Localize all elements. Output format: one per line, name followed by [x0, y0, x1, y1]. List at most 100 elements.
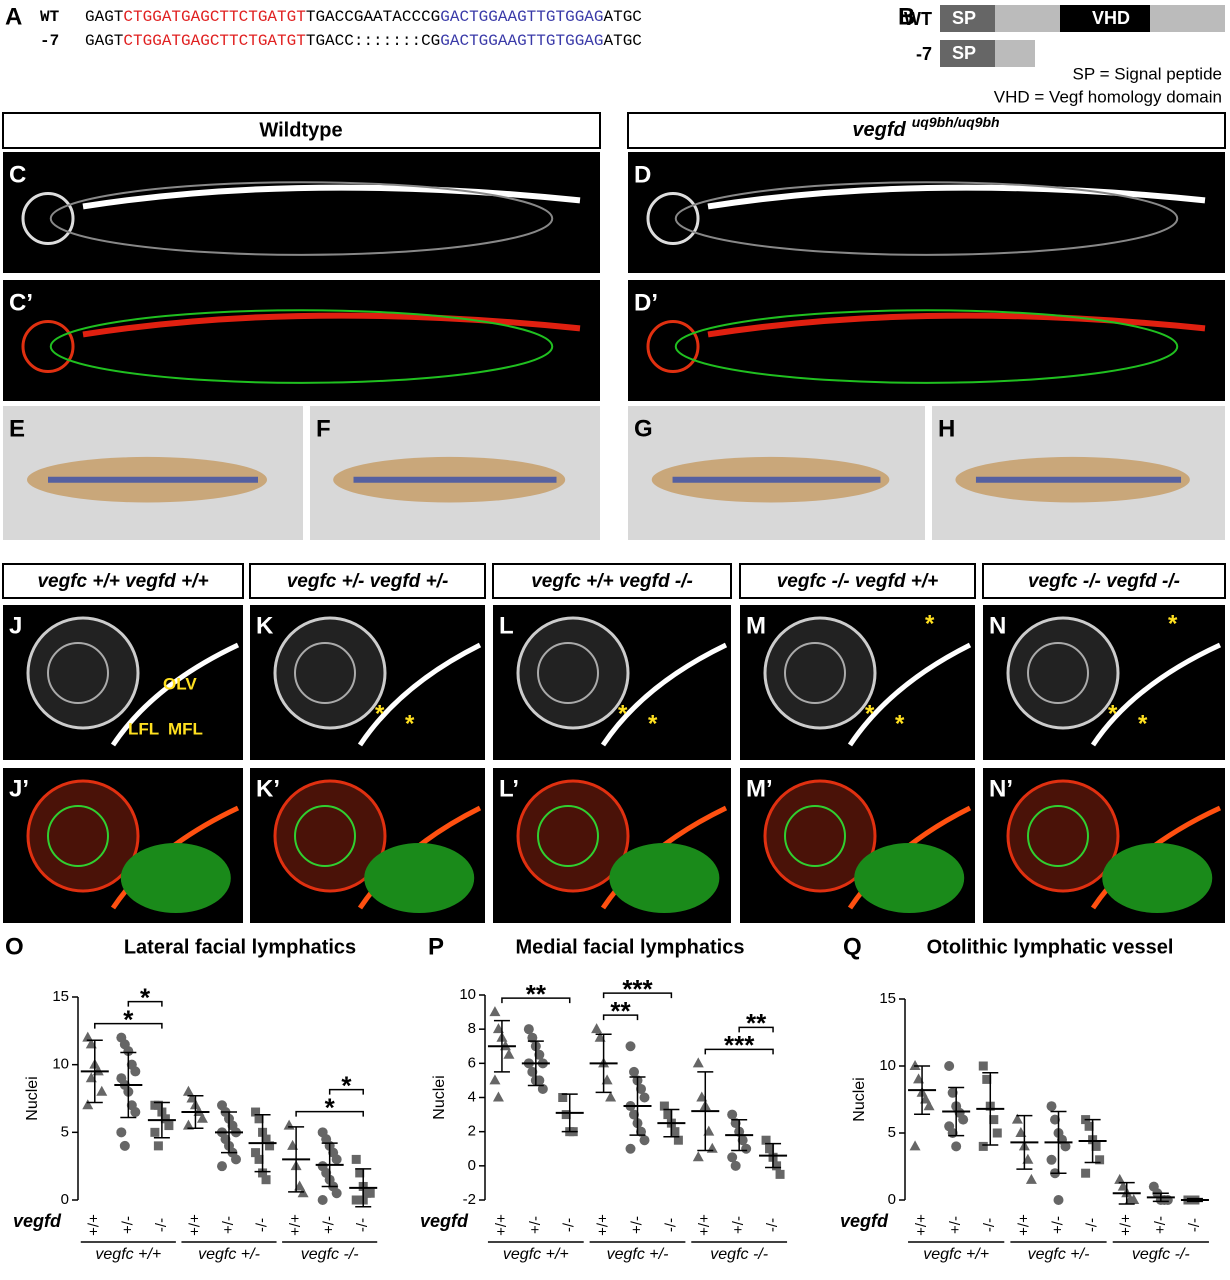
cells	[1102, 843, 1213, 913]
x-tick-label: -/-	[153, 1218, 170, 1232]
body	[674, 309, 1179, 384]
significance-bracket	[704, 1048, 774, 1055]
point	[909, 1140, 921, 1151]
cells	[609, 843, 720, 913]
point	[317, 1195, 328, 1205]
point	[119, 1140, 130, 1151]
point	[765, 1144, 775, 1154]
significance-label: *	[325, 1092, 336, 1122]
error-bar	[493, 1019, 510, 1073]
body	[49, 309, 554, 384]
gene-name: vegfd	[852, 119, 906, 141]
body	[674, 181, 1179, 256]
point	[958, 1114, 969, 1125]
x-tick-label: -/-	[981, 1218, 998, 1232]
point	[1046, 1154, 1057, 1165]
vessels	[82, 312, 581, 338]
point	[1053, 1195, 1064, 1205]
significance-label: *	[123, 1004, 134, 1034]
point	[261, 1134, 271, 1144]
header: vegfc -/- vegfd -/-	[1028, 571, 1180, 592]
annotation: *	[925, 610, 935, 637]
sequence: GAGTCTGGATGAGCTTCTGATGTTGACC:::::::CGGAC…	[85, 32, 642, 50]
point	[1060, 1141, 1071, 1152]
header: vegfc +/- vegfd +/-	[287, 571, 449, 592]
significance-bracket	[328, 1088, 364, 1095]
row-name: WT	[904, 9, 932, 29]
y-axis-label: Nuclei	[431, 1075, 448, 1119]
x-tick-label: -/-	[662, 1218, 679, 1232]
image	[628, 152, 1225, 273]
point	[692, 1057, 704, 1068]
annotation: *	[1108, 700, 1118, 727]
x-tick-label: -/-	[764, 1218, 781, 1232]
point	[625, 1041, 636, 1052]
significance-bracket	[501, 997, 571, 1004]
group-label: vegfc -/-	[1132, 1246, 1190, 1263]
panel-label: C	[9, 161, 26, 188]
panel-label: J’	[9, 775, 29, 802]
point	[1128, 1194, 1140, 1204]
x-tick-label: +/-	[321, 1216, 338, 1234]
point	[153, 1100, 163, 1110]
eye	[516, 779, 630, 893]
x-tick-label: +/-	[1152, 1216, 1169, 1234]
point	[331, 1188, 342, 1199]
x-tick-label: +/-	[527, 1216, 544, 1234]
header-box	[2, 563, 244, 599]
eye	[273, 779, 387, 893]
point	[1025, 1173, 1037, 1184]
header: vegfc +/+ vegfd +/+	[37, 571, 208, 592]
point	[947, 1087, 958, 1098]
point	[923, 1100, 935, 1111]
x-tick-label: +/+	[493, 1214, 510, 1236]
error-bar	[948, 1086, 965, 1137]
domain	[940, 40, 995, 67]
sequence-segment: CTGGATGAGCTTCTGATGT	[123, 32, 305, 50]
annotation: OLV	[163, 674, 197, 693]
point	[775, 1169, 785, 1179]
eye	[26, 779, 140, 893]
row-name: -7	[40, 32, 59, 50]
significance-bracket	[602, 1014, 639, 1021]
error-bar	[355, 1168, 372, 1208]
cells	[854, 843, 965, 913]
error-bar	[982, 1071, 999, 1146]
point	[1084, 1121, 1094, 1131]
sequence-segment: ATGC	[604, 32, 642, 50]
point	[625, 1143, 636, 1154]
point	[534, 1049, 545, 1060]
header-box	[2, 112, 601, 149]
vessels	[82, 184, 581, 210]
point	[265, 1141, 275, 1151]
point	[629, 1066, 639, 1077]
point	[150, 1127, 160, 1137]
point	[123, 1046, 134, 1057]
error-bar	[254, 1113, 271, 1173]
point	[670, 1127, 680, 1137]
legend-text: SP = Signal peptide	[1073, 64, 1223, 83]
point	[561, 1110, 571, 1120]
group-label: vegfc +/-	[1028, 1246, 1090, 1263]
error-bar	[697, 1071, 714, 1152]
error-bar	[1152, 1192, 1169, 1203]
x-tick-label: +/-	[220, 1216, 237, 1234]
y-tick-label: 15	[52, 988, 69, 1005]
row-name: -7	[916, 44, 932, 64]
panel-label: Q	[843, 933, 862, 960]
point	[636, 1083, 646, 1094]
point	[82, 1031, 94, 1042]
panel-label: K	[256, 612, 274, 639]
error-bar	[321, 1142, 338, 1188]
point	[489, 1006, 501, 1017]
lens	[537, 805, 599, 867]
y-tick-label: 15	[879, 990, 896, 1007]
point	[196, 1112, 208, 1123]
point	[537, 1083, 548, 1094]
error-bar	[731, 1118, 748, 1152]
point	[730, 1160, 741, 1171]
point	[217, 1161, 227, 1172]
group-label: vegfc +/-	[198, 1246, 260, 1263]
y-tick-label: 0	[888, 1191, 896, 1208]
